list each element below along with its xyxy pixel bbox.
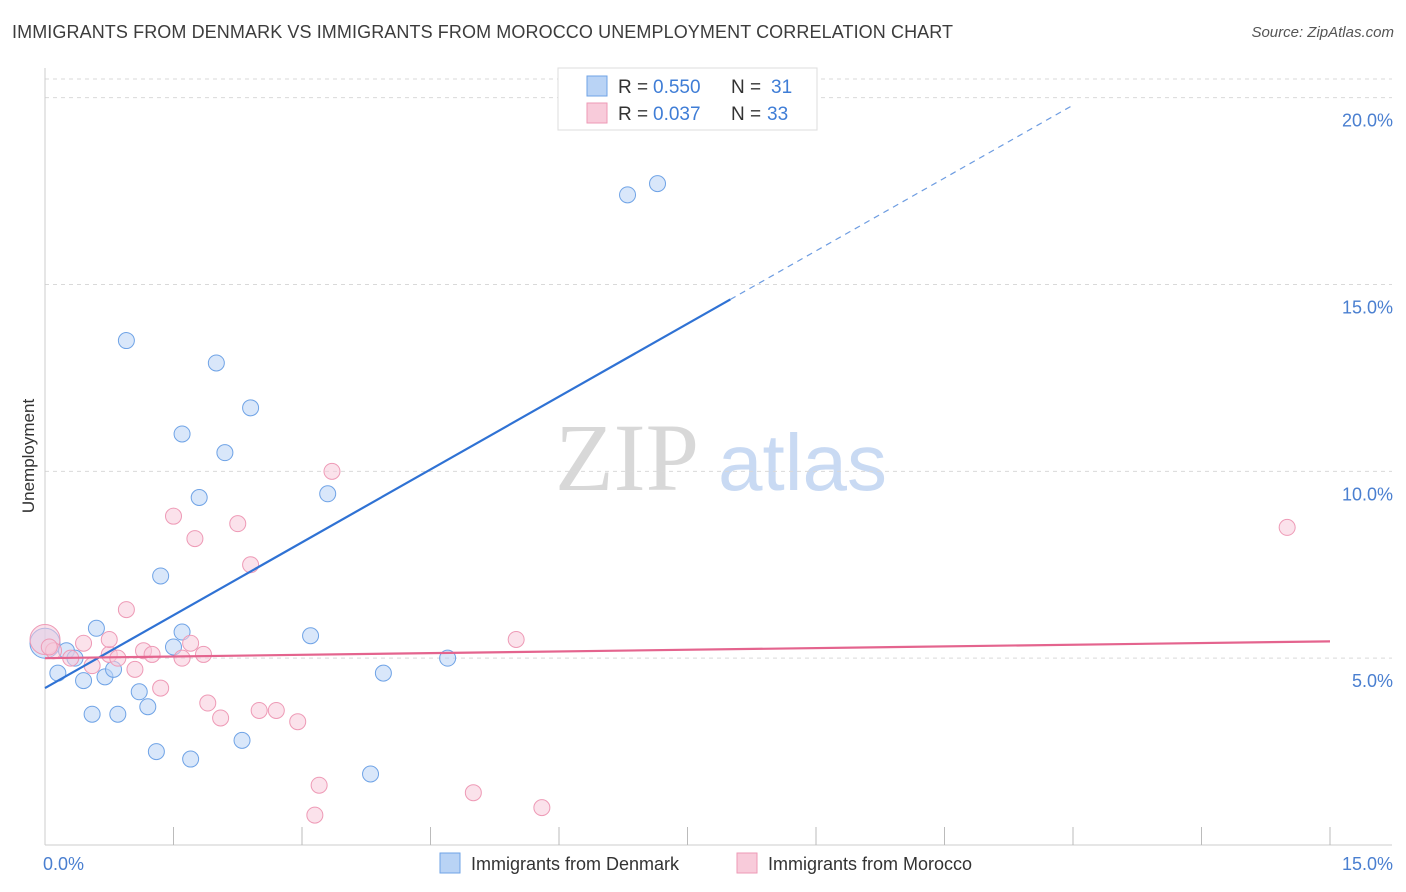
denmark-point-12 bbox=[139, 698, 157, 716]
denmark-point-10 bbox=[117, 332, 135, 350]
morocco-point-27 bbox=[323, 462, 341, 480]
denmark-point-30 bbox=[649, 175, 667, 193]
bottom-legend: Immigrants from Denmark Immigrants from … bbox=[439, 852, 972, 874]
denmark-point-6 bbox=[87, 619, 105, 637]
denmark-point-14 bbox=[152, 567, 170, 585]
morocco-point-30 bbox=[533, 799, 551, 817]
denmark-point-11 bbox=[130, 683, 148, 701]
denmark-point-15 bbox=[165, 638, 182, 656]
morocco-trend-line bbox=[44, 640, 1331, 660]
top-legend: R = 0.550 N = 31 R = 0.037 N = 33 bbox=[557, 67, 818, 131]
legend-n-value-morocco: 33 bbox=[767, 104, 788, 125]
legend-n-label-morocco: N = bbox=[731, 104, 761, 125]
morocco-point-26 bbox=[310, 776, 328, 794]
morocco-point-24 bbox=[289, 713, 307, 731]
morocco-point-25 bbox=[306, 806, 324, 824]
y-tick-label-3: 20.0% bbox=[1342, 111, 1393, 131]
morocco-point-14 bbox=[173, 649, 191, 667]
morocco-point-6 bbox=[100, 630, 118, 648]
morocco-point-22 bbox=[250, 701, 268, 719]
legend-r-label-morocco: R = bbox=[618, 104, 648, 125]
morocco-point-23 bbox=[267, 701, 285, 719]
trend-lines bbox=[44, 104, 1331, 690]
source-label: Source: ZipAtlas.com bbox=[1251, 24, 1394, 41]
legend-swatch-morocco bbox=[586, 102, 608, 124]
morocco-point-31 bbox=[1278, 518, 1296, 536]
legend-n-value-denmark: 31 bbox=[771, 77, 792, 98]
morocco-point-13 bbox=[165, 507, 182, 525]
x-tick-label-0: 0.0% bbox=[43, 854, 84, 874]
morocco-point-8 bbox=[117, 601, 135, 619]
denmark-point-13 bbox=[147, 743, 165, 761]
denmark-point-29 bbox=[619, 186, 637, 204]
legend-r-value-morocco: 0.037 bbox=[653, 104, 701, 125]
denmark-point-22 bbox=[233, 731, 251, 749]
morocco-point-16 bbox=[186, 530, 204, 548]
denmark-point-16 bbox=[173, 623, 191, 641]
morocco-point-29 bbox=[507, 630, 525, 648]
watermark-atlas: atlas bbox=[718, 418, 887, 507]
watermark-zip: ZIP bbox=[555, 404, 699, 511]
denmark-trend-extension bbox=[730, 104, 1074, 300]
morocco-point-20 bbox=[229, 515, 247, 533]
legend-swatch-denmark bbox=[586, 75, 608, 97]
denmark-point-9 bbox=[109, 705, 127, 723]
bottom-legend-label-denmark: Immigrants from Denmark bbox=[471, 854, 680, 874]
x-tick-label-1: 15.0% bbox=[1342, 854, 1393, 874]
morocco-point-15 bbox=[182, 634, 200, 652]
morocco-point-28 bbox=[464, 784, 482, 802]
morocco-point-18 bbox=[199, 694, 217, 712]
denmark-point-17 bbox=[173, 425, 191, 443]
legend-n-label-denmark: N = bbox=[731, 77, 761, 98]
denmark-point-28 bbox=[439, 649, 457, 667]
y-tick-label-1: 10.0% bbox=[1342, 484, 1393, 504]
axes: 5.0% 10.0% 15.0% 20.0% 0.0% 15.0% bbox=[43, 68, 1393, 874]
chart-title: IMMIGRANTS FROM DENMARK VS IMMIGRANTS FR… bbox=[12, 22, 954, 42]
denmark-point-23 bbox=[242, 399, 260, 417]
bottom-legend-label-morocco: Immigrants from Morocco bbox=[768, 854, 972, 874]
denmark-point-19 bbox=[190, 488, 208, 506]
morocco-point-19 bbox=[212, 709, 230, 727]
bottom-legend-swatch-morocco bbox=[736, 852, 758, 874]
morocco-point-12 bbox=[152, 679, 170, 697]
denmark-point-25 bbox=[319, 485, 337, 503]
denmark-point-24 bbox=[302, 627, 320, 645]
morocco-point-9 bbox=[126, 660, 144, 678]
denmark-point-18 bbox=[182, 750, 200, 768]
bottom-legend-swatch-denmark bbox=[439, 852, 461, 874]
legend-r-value-denmark: 0.550 bbox=[653, 77, 701, 98]
denmark-point-20 bbox=[207, 354, 225, 372]
denmark-point-26 bbox=[362, 765, 380, 783]
denmark-point-27 bbox=[374, 664, 392, 682]
y-tick-label-2: 15.0% bbox=[1342, 298, 1393, 318]
denmark-trend-line bbox=[44, 298, 731, 690]
morocco-point-11 bbox=[143, 645, 161, 663]
legend-r-label-denmark: R = bbox=[618, 77, 648, 98]
morocco-point-3 bbox=[75, 634, 93, 652]
morocco-point-32 bbox=[40, 638, 58, 656]
denmark-point-4 bbox=[75, 672, 93, 690]
y-tick-label-0: 5.0% bbox=[1352, 671, 1393, 691]
denmark-point-5 bbox=[83, 705, 101, 723]
denmark-point-21 bbox=[216, 444, 234, 462]
y-axis-label: Unemployment bbox=[19, 399, 38, 514]
morocco-point-17 bbox=[194, 645, 212, 663]
